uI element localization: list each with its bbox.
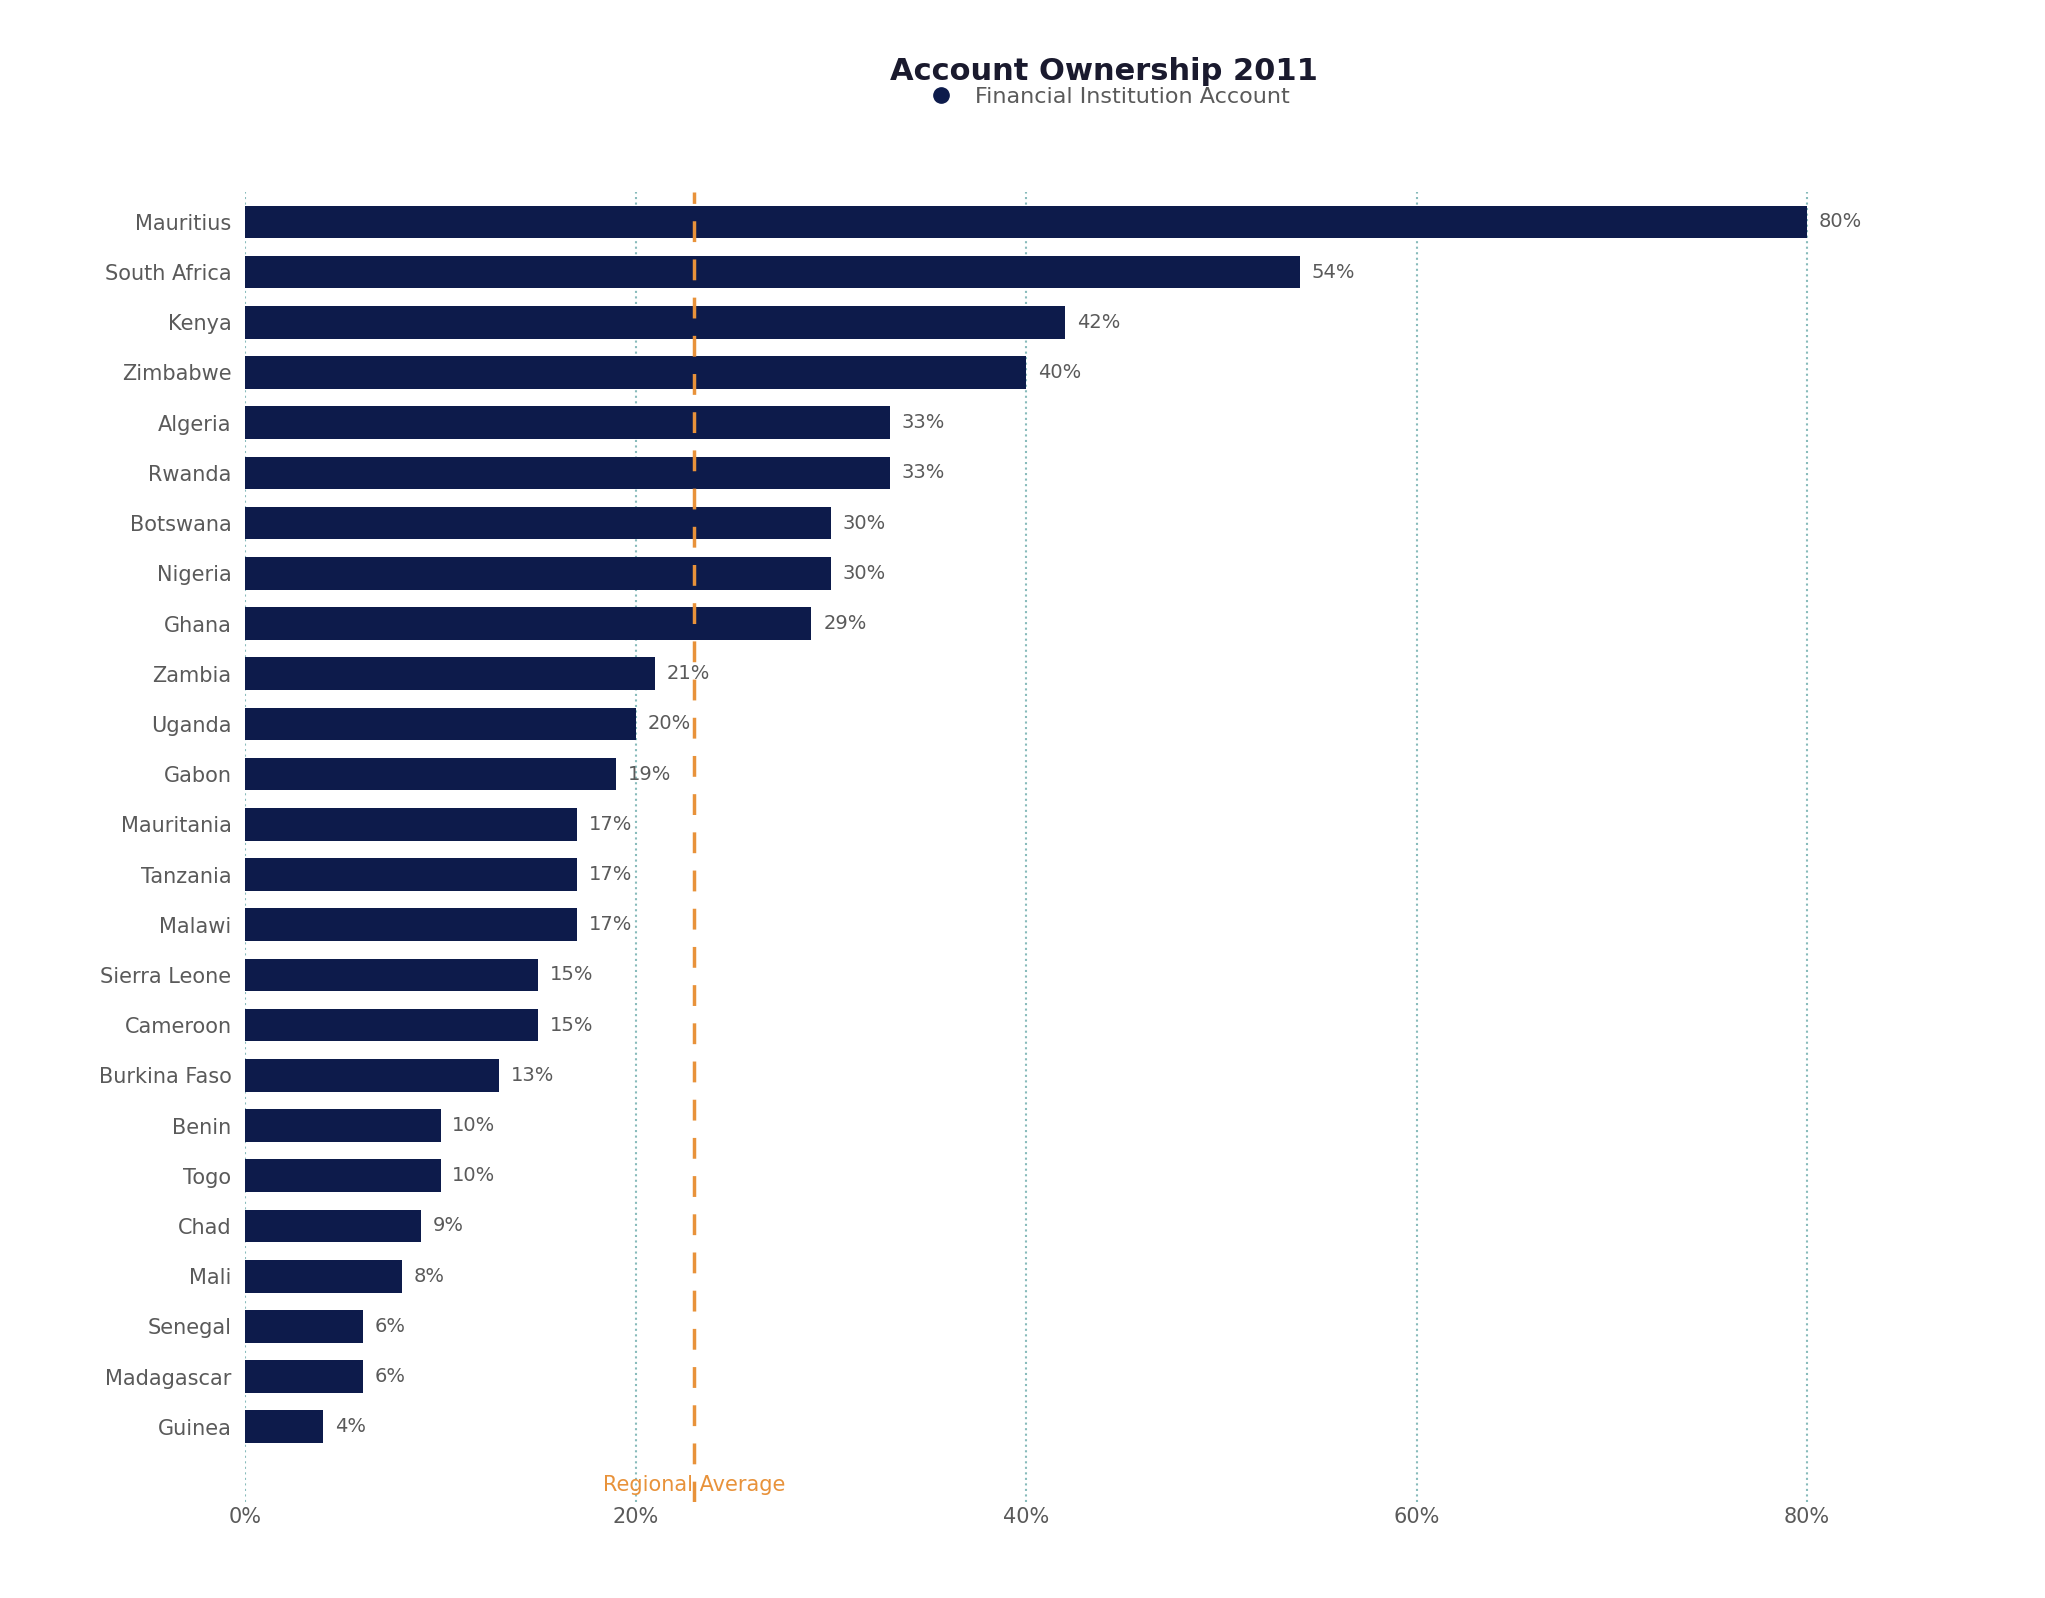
- Bar: [245, 858, 577, 890]
- Text: 10%: 10%: [452, 1167, 495, 1186]
- Text: 33%: 33%: [902, 414, 945, 431]
- Text: 21%: 21%: [667, 665, 710, 684]
- Bar: [245, 1411, 323, 1443]
- Text: 9%: 9%: [434, 1216, 464, 1235]
- Text: 10%: 10%: [452, 1115, 495, 1135]
- Bar: [245, 1259, 401, 1293]
- Text: 13%: 13%: [511, 1066, 554, 1085]
- Text: 4%: 4%: [335, 1417, 366, 1437]
- Bar: [245, 507, 830, 540]
- Bar: [245, 1109, 440, 1143]
- Bar: [245, 457, 890, 489]
- Text: 33%: 33%: [902, 463, 945, 483]
- Legend: Financial Institution Account: Financial Institution Account: [910, 78, 1299, 117]
- Bar: [245, 657, 654, 690]
- Bar: [245, 305, 1065, 339]
- Text: 30%: 30%: [843, 564, 885, 583]
- Bar: [245, 959, 538, 991]
- Text: 15%: 15%: [550, 1016, 593, 1034]
- Text: Regional Average: Regional Average: [603, 1475, 785, 1494]
- Bar: [245, 356, 1027, 388]
- Bar: [245, 1360, 362, 1393]
- Bar: [245, 256, 1299, 288]
- Text: 19%: 19%: [628, 764, 671, 783]
- Text: 17%: 17%: [589, 865, 632, 884]
- Text: 6%: 6%: [374, 1368, 405, 1385]
- Text: 8%: 8%: [413, 1267, 444, 1286]
- Bar: [245, 1310, 362, 1342]
- Bar: [245, 558, 830, 590]
- Bar: [245, 1160, 440, 1192]
- Text: 30%: 30%: [843, 513, 885, 532]
- Bar: [245, 206, 1808, 238]
- Text: 6%: 6%: [374, 1317, 405, 1336]
- Text: 15%: 15%: [550, 965, 593, 984]
- Text: 29%: 29%: [824, 614, 867, 633]
- Bar: [245, 1210, 421, 1242]
- Bar: [245, 809, 577, 841]
- Text: 80%: 80%: [1818, 213, 1863, 232]
- Bar: [245, 406, 890, 439]
- Text: 17%: 17%: [589, 815, 632, 834]
- Text: 17%: 17%: [589, 916, 632, 935]
- Bar: [245, 708, 636, 740]
- Bar: [245, 1059, 499, 1091]
- Text: 42%: 42%: [1078, 313, 1121, 332]
- Bar: [245, 757, 616, 791]
- Text: 40%: 40%: [1039, 363, 1082, 382]
- Text: 20%: 20%: [648, 714, 691, 733]
- Bar: [245, 908, 577, 941]
- Bar: [245, 1008, 538, 1042]
- Bar: [245, 607, 812, 639]
- Text: 54%: 54%: [1311, 262, 1354, 281]
- Text: Account Ownership 2011: Account Ownership 2011: [890, 58, 1319, 86]
